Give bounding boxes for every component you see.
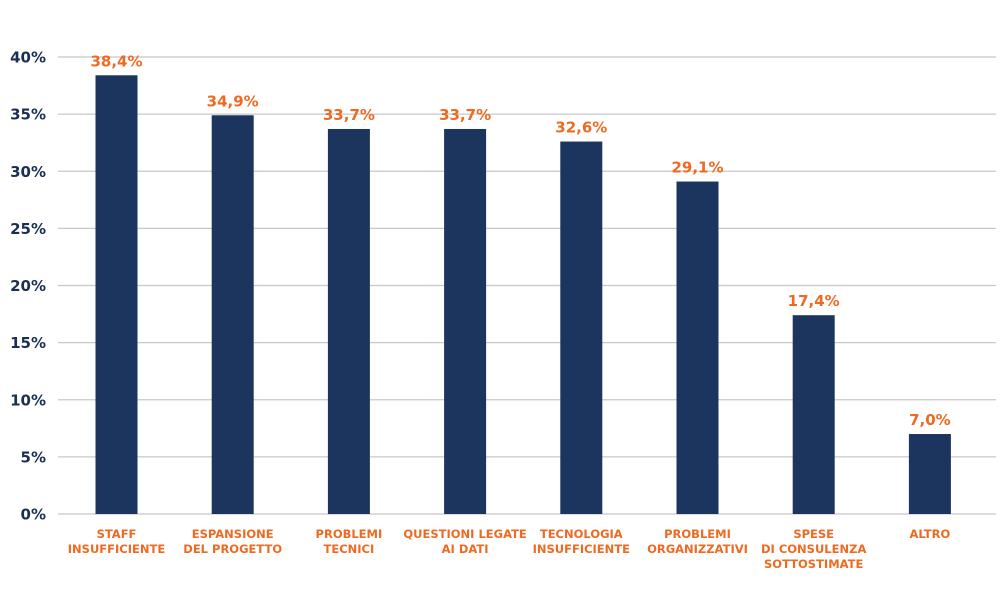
bar-value-label: 17,4% <box>788 292 840 310</box>
y-tick-label: 25% <box>10 220 46 238</box>
bars <box>95 75 951 515</box>
category-label-line: AI DATI <box>442 542 489 556</box>
category-label-line: DEL PROGETTO <box>183 542 282 556</box>
bar-value-label: 7,0% <box>909 411 951 429</box>
category-label-line: PROBLEMI <box>316 527 383 541</box>
category-label-line: STAFF <box>97 527 137 541</box>
category-label: QUESTIONI LEGATE AI DATI <box>403 527 527 556</box>
category-label-line: QUESTIONI LEGATE <box>403 527 527 541</box>
category-label-line: INSUFFICIENTE <box>533 542 631 556</box>
y-tick-label: 10% <box>10 391 46 409</box>
category-label: STAFF INSUFFICIENTE <box>68 527 166 556</box>
category-label: ESPANSIONE DEL PROGETTO <box>183 527 282 556</box>
category-label-line: ORGANIZZATIVI <box>647 542 748 556</box>
bar <box>211 115 254 514</box>
y-tick-label: 0% <box>21 506 46 524</box>
y-tick-label: 35% <box>10 106 46 124</box>
category-label: SPESE DI CONSULENZA SOTTOSTIMATE <box>761 527 866 571</box>
bar-value-label: 33,7% <box>323 106 375 124</box>
bar-value-label: 33,7% <box>439 106 491 124</box>
y-tick-label: 15% <box>10 334 46 352</box>
bar <box>676 181 719 514</box>
category-label: PROBLEMI ORGANIZZATIVI <box>647 527 748 556</box>
category-label-line: ESPANSIONE <box>192 527 274 541</box>
category-label-line: DI CONSULENZA <box>761 542 866 556</box>
category-label-line: SPESE <box>793 527 834 541</box>
bar <box>95 75 138 514</box>
bar-value-label: 38,4% <box>90 52 142 70</box>
bar <box>792 315 835 514</box>
category-label-line: SOTTOSTIMATE <box>764 557 863 571</box>
y-tick-label: 30% <box>10 163 46 181</box>
category-label: ALTRO <box>909 527 950 541</box>
bar <box>560 141 603 515</box>
bar-value-label: 34,9% <box>207 92 259 110</box>
bar-value-label: 32,6% <box>555 119 607 137</box>
y-tick-label: 40% <box>10 49 46 67</box>
bar <box>444 128 487 515</box>
category-label: PROBLEMI TECNICI <box>316 527 383 556</box>
gridlines <box>58 56 996 515</box>
bar-value-label: 29,1% <box>671 159 723 177</box>
y-tick-label: 20% <box>10 277 46 295</box>
data-labels: 38,4% 34,9% 33,7% 33,7% 32,6% 29,1% 17,4% 7,0% <box>90 52 950 429</box>
category-label-line: TECNICI <box>324 542 375 556</box>
category-label-line: INSUFFICIENTE <box>68 542 166 556</box>
category-label-line: ALTRO <box>909 527 950 541</box>
bar <box>327 128 370 515</box>
category-label: TECNOLOGIA INSUFFICIENTE <box>533 527 631 556</box>
y-tick-label: 5% <box>21 448 46 466</box>
category-label-line: TECNOLOGIA <box>540 527 623 541</box>
bar <box>908 434 951 514</box>
category-label-line: PROBLEMI <box>664 527 731 541</box>
y-axis-tick-labels: 0% 5% 10% 15% 20% 25% 30% 35% 40% <box>10 49 46 524</box>
